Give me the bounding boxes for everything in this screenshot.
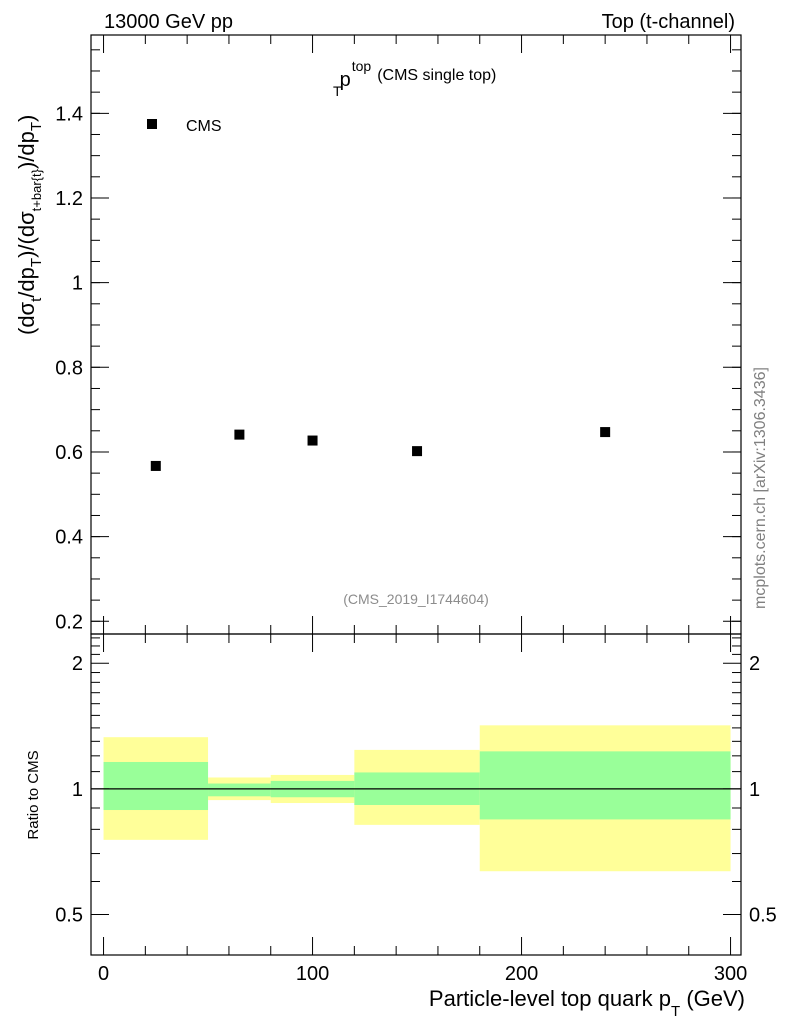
analysis-tag: (CMS_2019_I1744604)	[343, 591, 489, 607]
side-label: mcplots.cern.ch [arXiv:1306.3436]	[752, 367, 769, 609]
y-tick-label: 1.2	[55, 188, 83, 210]
y-tick-label: 0.2	[55, 611, 83, 633]
y-axis-label: (dσt/dpT)/(dσt+bar{t})/dpT)	[14, 115, 45, 335]
ratio-plot-frame	[90, 633, 742, 956]
y-tick-label: 0.8	[55, 357, 83, 379]
y-tick-label: 1	[72, 273, 83, 295]
data-point-cms	[234, 429, 245, 440]
data-point-cms	[412, 446, 423, 457]
title-sub: T	[333, 83, 342, 99]
inner-band-bin	[208, 783, 271, 797]
data-point-cms	[600, 427, 611, 438]
y-tick-label: 1.4	[55, 103, 83, 125]
ratio-panel: 0.5 0.5 1 1 2 2 0 100 200 300	[55, 634, 777, 985]
main-panel: 0.2 0.4 0.6 0.8 1 1.2 1.4	[55, 35, 741, 634]
ratio-y-tick-label: 2	[72, 653, 83, 675]
ratio-y-tick-label: 1	[72, 779, 83, 801]
plot-title: ptop (CMS single top)	[340, 58, 497, 91]
ratio-y-tick-label-right: 1	[749, 779, 760, 801]
ratio-y-tick-label-right: 2	[749, 653, 760, 675]
x-tick-label: 200	[505, 963, 538, 985]
ratio-y-tick-label-right: 0.5	[749, 905, 777, 927]
x-tick-label: 0	[98, 963, 109, 985]
header-right: Top (t-channel)	[602, 11, 735, 33]
data-point-cms	[150, 460, 161, 471]
ratio-y-tick-label: 0.5	[55, 905, 83, 927]
x-tick-label: 100	[296, 963, 329, 985]
y-tick-label: 0.6	[55, 442, 83, 464]
inner-band-bin	[103, 761, 209, 811]
x-axis-label: Particle-level top quark pT (GeV)	[429, 986, 745, 1020]
header-left: 13000 GeV pp	[104, 11, 233, 33]
data-point-cms	[307, 435, 318, 446]
ratio-y-label: Ratio to CMS	[25, 750, 42, 839]
legend-label-cms: CMS	[186, 118, 222, 135]
title-base: p	[340, 69, 351, 91]
x-tick-label: 300	[714, 963, 747, 985]
legend-marker-cms	[147, 119, 157, 129]
title-rest: (CMS single top)	[377, 67, 496, 84]
title-sup: top	[352, 58, 372, 74]
y-tick-label: 0.4	[55, 527, 83, 549]
inner-band-bin	[479, 751, 731, 820]
